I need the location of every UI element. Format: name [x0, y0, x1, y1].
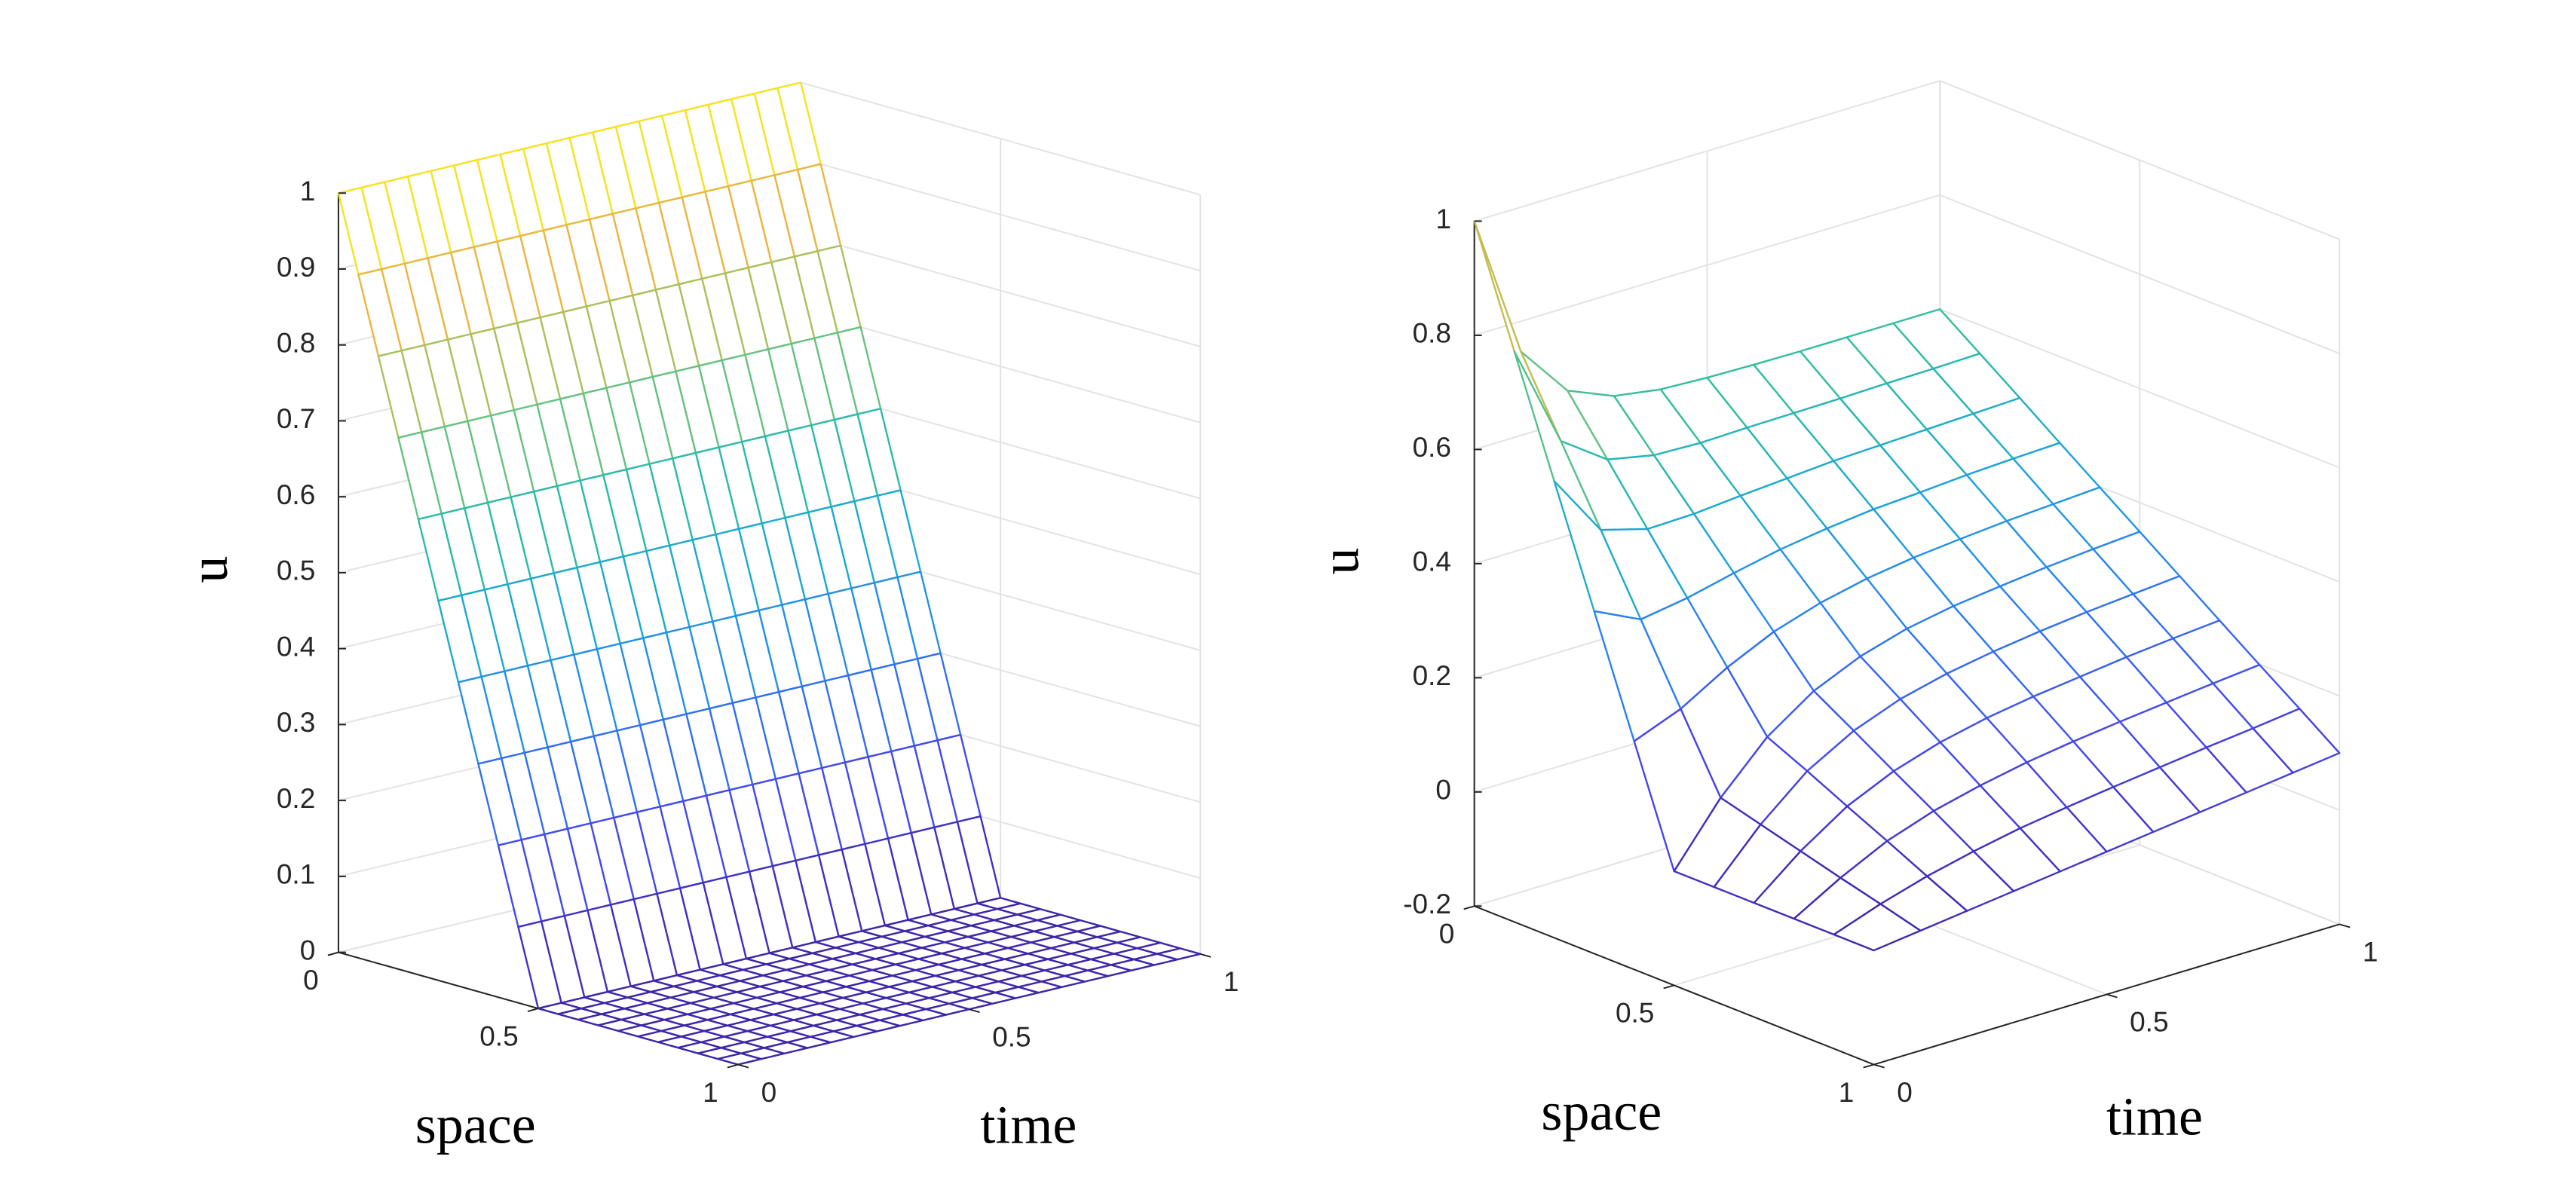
y-tick-label: 1 [2363, 937, 2378, 968]
x-tick-label: 1 [1839, 1077, 1855, 1108]
x-tick [1663, 984, 1674, 990]
z-tick-label: 0.6 [1413, 432, 1451, 463]
x-axis-title: space [1541, 1081, 1662, 1142]
z-tick-label: 0.7 [277, 403, 315, 434]
x-tick [327, 951, 339, 956]
z-tick-label: 0.3 [277, 707, 315, 738]
y-tick [2106, 993, 2118, 999]
x-tick [1863, 1063, 1874, 1069]
z-tick-label: 0.9 [277, 252, 315, 283]
z-tick-label: 0.5 [277, 555, 315, 586]
y-axis-title: time [2106, 1087, 2203, 1147]
z-tick-label: 0.8 [277, 327, 315, 358]
x-tick-label: 0 [303, 965, 319, 996]
y-tick [1199, 953, 1211, 958]
x-axis-title: space [415, 1095, 536, 1155]
y-tick-label: 0 [761, 1077, 777, 1108]
z-tick-label: 0 [1435, 775, 1451, 806]
z-tick-label: 0.2 [277, 783, 315, 814]
z-axis-title: u [1309, 548, 1370, 575]
z-tick-label: 0.6 [277, 479, 315, 510]
y-tick [2339, 923, 2351, 928]
z-tick-label: 0.4 [1413, 546, 1451, 577]
y-tick-label: 1 [1224, 966, 1239, 997]
surface-plot: 0 0.1 0.2 0.3 0.4 0.5 0.6 0.7 0.8 0.9 1 0 0.5 1 0 0.5 1 u… [179, 81, 1239, 1155]
surface-cell [717, 1052, 762, 1066]
x-tick-label: 0.5 [479, 1020, 518, 1051]
y-tick-label: 0.5 [992, 1021, 1031, 1052]
z-tick-label: -0.2 [1403, 889, 1451, 919]
x-tick-label: 0.5 [1616, 998, 1654, 1029]
z-tick-label: 0 [300, 935, 316, 965]
y-tick [1873, 1063, 1885, 1069]
y-tick-label: 0 [1897, 1077, 1913, 1108]
x-tick [727, 1063, 739, 1069]
z-tick-label: 1 [300, 176, 316, 206]
y-tick [737, 1063, 749, 1069]
y-tick-label: 0.5 [2130, 1007, 2168, 1038]
z-axis-title: u [179, 556, 239, 583]
y-axis-title: time [980, 1095, 1077, 1155]
x-tick [1463, 905, 1475, 910]
z-tick-label: 0.1 [277, 859, 315, 890]
z-tick-label: 0.2 [1413, 660, 1451, 691]
x-tick-label: 0 [1439, 919, 1455, 950]
z-tick-label: 0.8 [1413, 318, 1451, 349]
x-tick-label: 1 [703, 1077, 718, 1108]
z-tick-label: 0.4 [277, 631, 315, 662]
z-tick-label: 1 [1435, 203, 1451, 234]
x-tick [527, 1008, 539, 1013]
surface-cell [1833, 903, 1922, 952]
y-tick [969, 1008, 980, 1014]
